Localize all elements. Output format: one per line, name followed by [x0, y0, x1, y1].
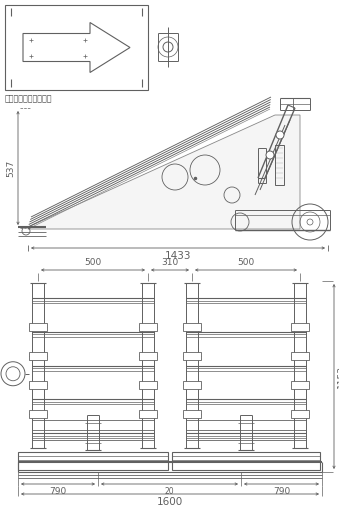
Text: 500: 500	[237, 258, 255, 267]
Bar	[139, 410, 157, 418]
Bar	[29, 323, 47, 331]
Bar	[183, 410, 201, 418]
Bar	[291, 410, 309, 418]
Bar	[275, 145, 284, 185]
Text: 790: 790	[273, 487, 290, 496]
Text: 1600: 1600	[157, 497, 183, 507]
Bar	[29, 352, 47, 360]
Circle shape	[276, 131, 284, 139]
Bar	[139, 352, 157, 360]
Circle shape	[266, 151, 274, 159]
Bar	[183, 352, 201, 360]
Circle shape	[1, 362, 25, 386]
Text: 衆撃吸収材付き矢印板: 衆撃吸収材付き矢印板	[5, 94, 53, 103]
Text: 20: 20	[165, 487, 174, 496]
Text: 537: 537	[6, 159, 15, 176]
Bar	[5, 5, 148, 90]
Text: 790: 790	[49, 487, 67, 496]
Polygon shape	[28, 115, 300, 229]
Bar	[172, 452, 320, 470]
Bar	[183, 323, 201, 331]
Bar	[183, 381, 201, 389]
Text: 310: 310	[161, 258, 179, 267]
Bar	[18, 452, 168, 470]
Bar	[139, 381, 157, 389]
Bar	[29, 381, 47, 389]
Text: 1433: 1433	[165, 251, 191, 261]
Bar	[291, 381, 309, 389]
Bar	[291, 352, 309, 360]
Text: 1153: 1153	[337, 365, 339, 388]
Text: 500: 500	[84, 258, 102, 267]
Bar	[139, 323, 157, 331]
Bar	[29, 410, 47, 418]
Bar	[291, 323, 309, 331]
